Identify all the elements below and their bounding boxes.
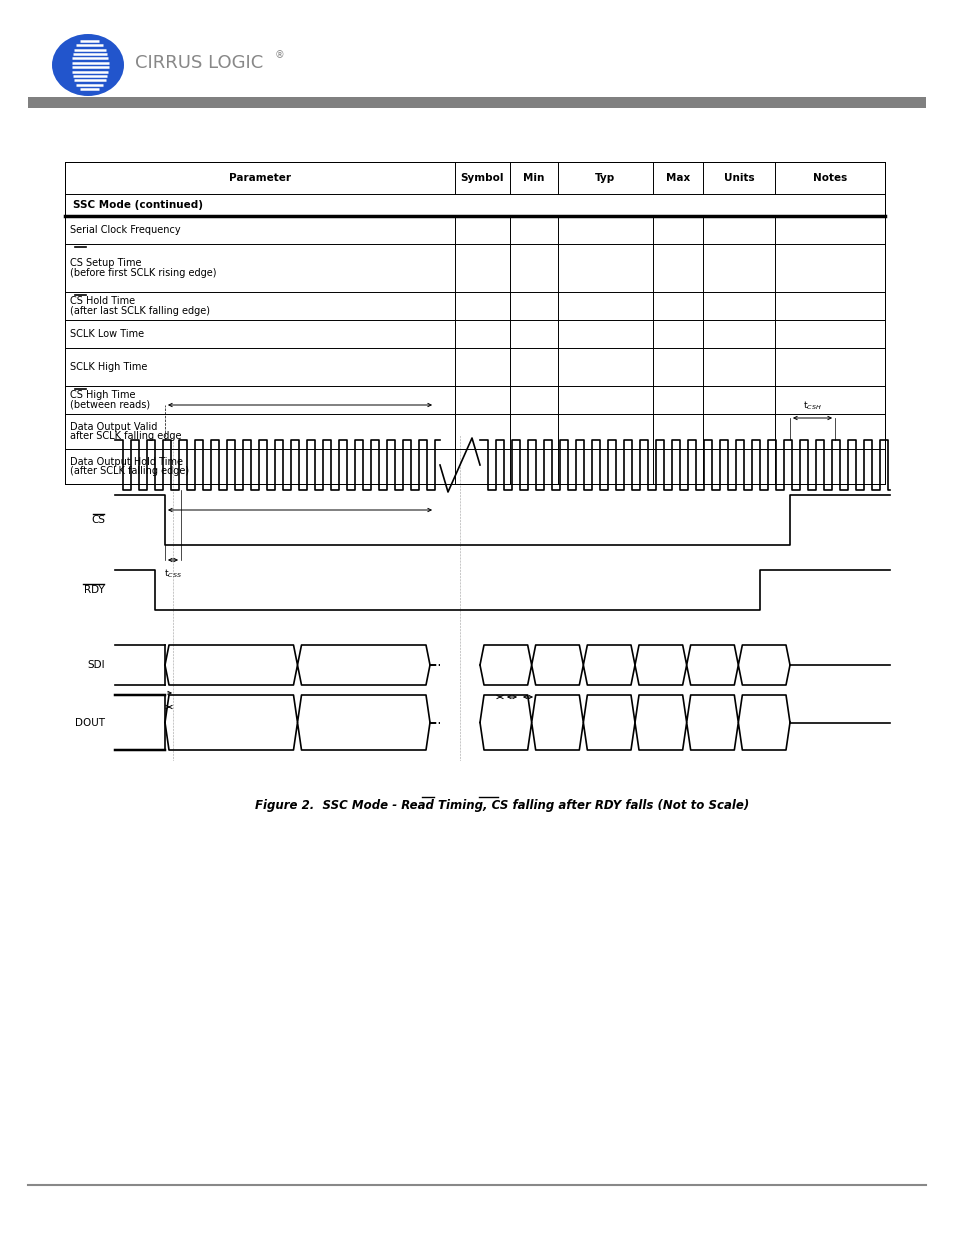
Text: Max: Max: [665, 173, 689, 183]
Text: CS: CS: [91, 515, 105, 525]
Text: Symbol: Symbol: [460, 173, 504, 183]
Text: t$_{CSS}$: t$_{CSS}$: [164, 567, 182, 579]
Text: DOUT: DOUT: [75, 718, 105, 727]
Text: Parameter: Parameter: [229, 173, 291, 183]
Bar: [65, 162, 884, 484]
Text: Notes: Notes: [812, 173, 846, 183]
Text: (after last SCLK falling edge): (after last SCLK falling edge): [70, 305, 210, 315]
Text: Typ: Typ: [595, 173, 615, 183]
Text: after SCLK falling edge: after SCLK falling edge: [70, 431, 181, 441]
Text: SCLK High Time: SCLK High Time: [70, 362, 147, 372]
Text: CIRRUS LOGIC: CIRRUS LOGIC: [135, 54, 263, 72]
Ellipse shape: [52, 35, 124, 96]
Text: (between reads): (between reads): [70, 399, 150, 410]
Text: Min: Min: [523, 173, 544, 183]
Text: Data Output Hold Time: Data Output Hold Time: [70, 457, 183, 467]
Text: (before first SCLK rising edge): (before first SCLK rising edge): [70, 268, 216, 278]
Text: SCLK Low Time: SCLK Low Time: [70, 329, 144, 338]
Text: t$_{CSH}$: t$_{CSH}$: [802, 399, 821, 412]
Text: SSC Mode (continued): SSC Mode (continued): [73, 200, 203, 210]
Bar: [28, 98, 925, 107]
Text: SDI: SDI: [88, 659, 105, 671]
Text: Units: Units: [723, 173, 754, 183]
Text: (after SCLK falling edge): (after SCLK falling edge): [70, 466, 189, 475]
Text: RDY: RDY: [84, 585, 105, 595]
Text: ®: ®: [274, 49, 284, 61]
Text: Serial Clock Frequency: Serial Clock Frequency: [70, 225, 180, 235]
Text: Figure 2.  SSC Mode - Read Timing, CS falling after RDY falls (Not to Scale): Figure 2. SSC Mode - Read Timing, CS fal…: [255, 799, 749, 811]
Text: Data Output Valid: Data Output Valid: [70, 422, 157, 432]
Text: CS High Time: CS High Time: [70, 390, 135, 400]
Text: CS Setup Time: CS Setup Time: [70, 258, 141, 268]
Text: CS Hold Time: CS Hold Time: [70, 296, 135, 306]
